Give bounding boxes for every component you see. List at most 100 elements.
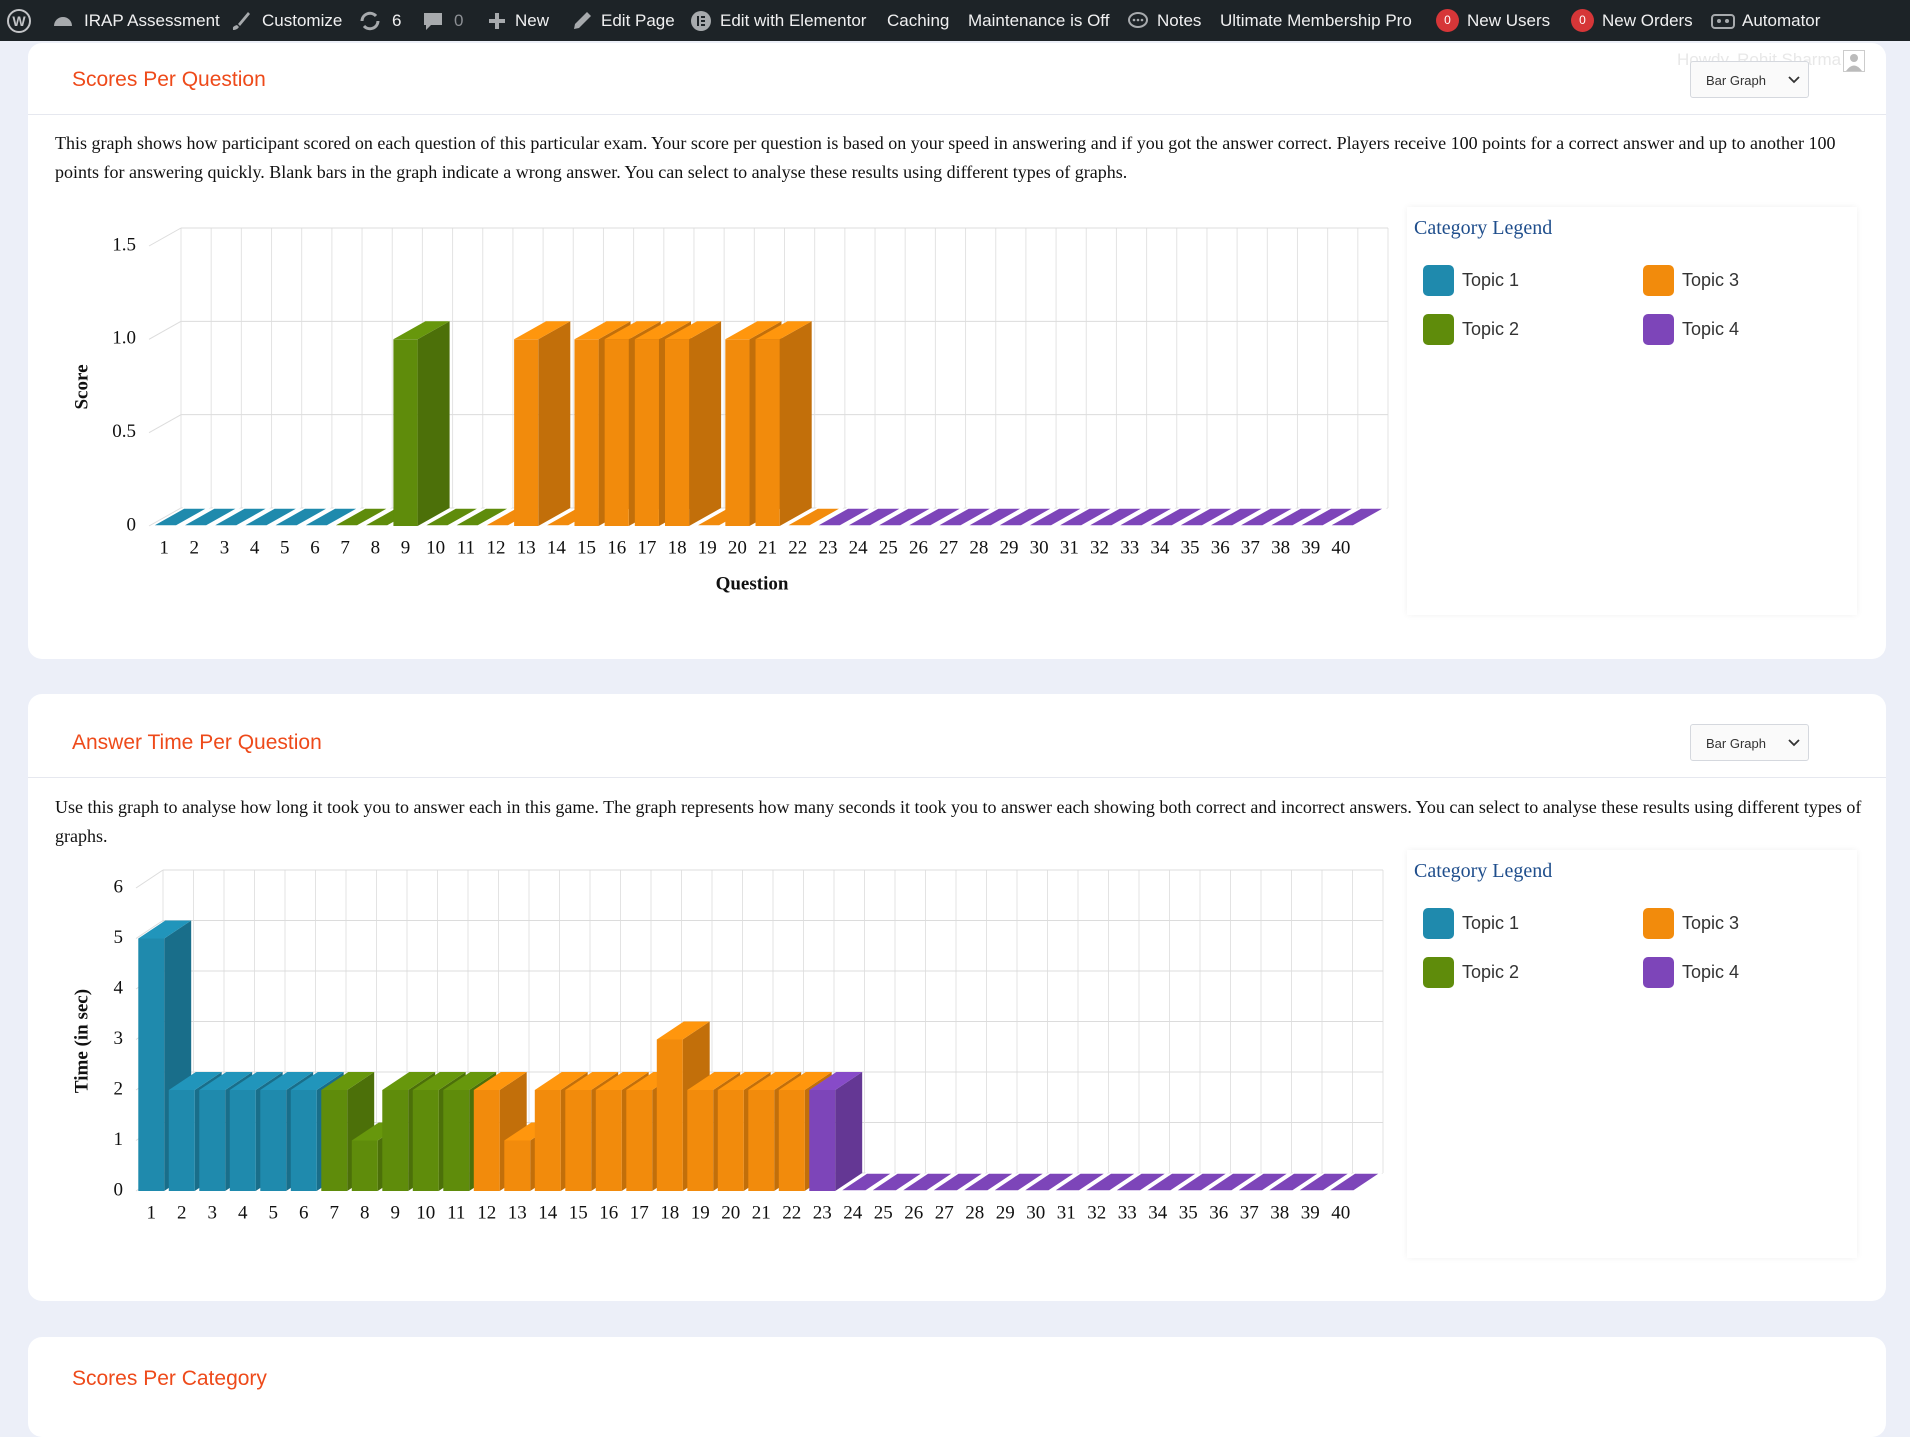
bar-flat [239, 507, 302, 527]
bar-flat [837, 1172, 896, 1192]
x-tick-label: 29 [996, 1202, 1015, 1223]
x-tick-label: 19 [698, 537, 717, 558]
new-orders-link[interactable]: New Orders [1602, 11, 1693, 30]
comments-icon [424, 13, 442, 30]
x-tick-label: 37 [1240, 1202, 1259, 1223]
bar-top [412, 1072, 466, 1090]
x-tick-label: 15 [577, 537, 596, 558]
x-tick-label: 34 [1148, 1202, 1168, 1223]
x-tick-label: 35 [1181, 537, 1200, 558]
membership-link[interactable]: Ultimate Membership Pro [1220, 11, 1412, 30]
bar-top [260, 1072, 314, 1090]
bar-flat [898, 1172, 957, 1192]
x-tick-label: 18 [660, 1202, 679, 1223]
caching-link[interactable]: Caching [887, 11, 950, 30]
automator-link[interactable]: Automator [1742, 11, 1821, 30]
x-tick-label: 28 [969, 537, 988, 558]
automator-icon [1711, 14, 1735, 29]
wp-logo[interactable]: W [6, 8, 32, 34]
comments-count[interactable]: 0 [454, 11, 464, 30]
new-users-link[interactable]: New Users [1467, 11, 1551, 30]
x-tick-label: 34 [1150, 537, 1170, 558]
avatar[interactable] [1843, 50, 1865, 72]
select-value: Bar Graph [1706, 73, 1766, 88]
bar-top [473, 1072, 527, 1090]
x-tick-label: 23 [813, 1202, 832, 1223]
x-tick-label: 4 [250, 537, 260, 558]
bar-top [574, 321, 631, 340]
bar-top [809, 1072, 863, 1090]
grid-line-depth [148, 227, 182, 247]
bar-side [538, 321, 571, 526]
bar-flat [1203, 1172, 1262, 1192]
site-link[interactable]: IRAP Assessment [84, 11, 220, 30]
svg-text:W: W [12, 13, 26, 29]
bar-flat [1054, 507, 1117, 527]
x-tick-label: 26 [904, 1202, 923, 1223]
x-tick-label: 33 [1120, 537, 1139, 558]
x-tick-label: 8 [371, 537, 381, 558]
bar-flat [1172, 1172, 1231, 1192]
grid-line-depth [135, 920, 164, 939]
x-tick-label: 21 [758, 537, 777, 558]
legend-swatch [1643, 265, 1674, 296]
x-tick-label: 33 [1118, 1202, 1137, 1223]
bar-flat [1295, 507, 1358, 527]
bar [778, 1090, 805, 1191]
elementor-link[interactable]: Edit with Elementor [720, 11, 867, 30]
x-tick-label: 1 [159, 537, 169, 558]
x-tick-label: 13 [508, 1202, 527, 1223]
legend-item: Topic 1 [1423, 908, 1519, 939]
bar-flat [813, 507, 875, 527]
panel-title: Answer Time Per Question [72, 731, 322, 754]
bar [565, 1090, 592, 1191]
x-tick-label: 5 [269, 1202, 279, 1223]
x-tick-label: 7 [340, 537, 350, 558]
x-tick-label: 10 [426, 537, 445, 558]
x-tick-label: 24 [843, 1202, 863, 1223]
x-tick-label: 13 [517, 537, 536, 558]
bar [412, 1090, 439, 1191]
bar-side [417, 321, 450, 526]
legend-item: Topic 2 [1423, 314, 1519, 345]
x-tick-label: 20 [728, 537, 747, 558]
x-tick-label: 35 [1179, 1202, 1198, 1223]
edit-page-link[interactable]: Edit Page [601, 11, 675, 30]
notes-link[interactable]: Notes [1157, 11, 1202, 30]
x-tick-label: 12 [487, 537, 506, 558]
x-tick-label: 19 [691, 1202, 710, 1223]
updates-count[interactable]: 6 [392, 11, 402, 30]
x-axis-title: Question [716, 573, 789, 594]
brush-icon [232, 12, 250, 30]
x-tick-label: 17 [637, 537, 656, 558]
panel-description: This graph shows how participant scored … [55, 133, 1836, 182]
x-tick-label: 27 [935, 1202, 954, 1223]
bar-flat [330, 507, 393, 527]
y-tick-label: 1 [114, 1129, 124, 1150]
x-tick-label: 26 [909, 537, 928, 558]
new-link[interactable]: New [515, 11, 550, 30]
x-tick-label: 9 [391, 1202, 401, 1223]
x-tick-label: 20 [721, 1202, 740, 1223]
bar [229, 1090, 256, 1191]
x-tick-label: 32 [1087, 1202, 1106, 1223]
x-tick-label: 40 [1331, 537, 1350, 558]
bar-side [689, 321, 722, 526]
bar [351, 1140, 378, 1191]
x-tick-label: 2 [177, 1202, 187, 1223]
graph-select[interactable]: Bar Graph [1690, 61, 1809, 98]
bar-flat [843, 507, 906, 527]
panel-title: Scores Per Category [72, 1367, 267, 1390]
maintenance-link[interactable]: Maintenance is Off [968, 11, 1110, 30]
customize-link[interactable]: Customize [262, 11, 343, 30]
legend-item: Topic 4 [1643, 957, 1739, 988]
bar-flat [1024, 507, 1087, 527]
bar [717, 1090, 744, 1191]
x-tick-label: 22 [788, 537, 807, 558]
x-tick-label: 21 [752, 1202, 771, 1223]
grid-line-depth [148, 507, 182, 527]
bar [290, 1090, 317, 1191]
graph-select[interactable]: Bar Graph [1690, 724, 1809, 761]
bar-top [665, 321, 722, 340]
